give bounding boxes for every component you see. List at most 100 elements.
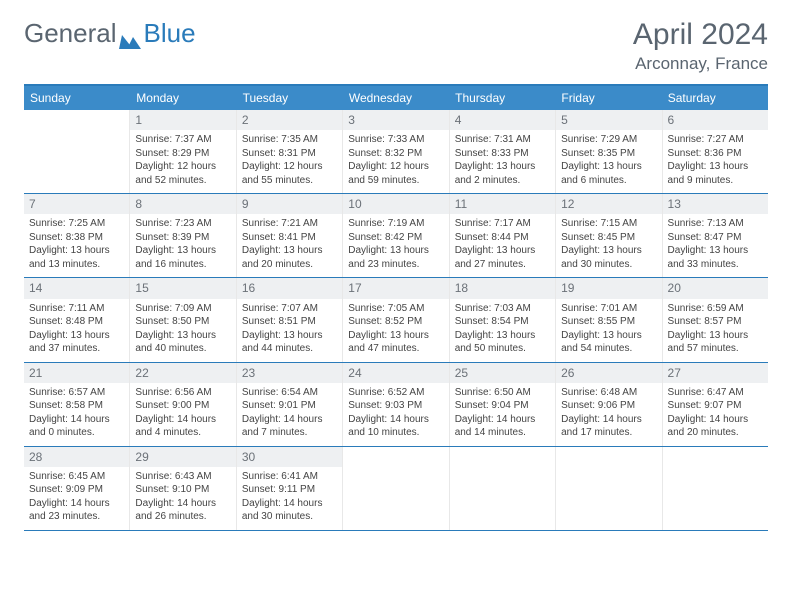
sunrise-text: Sunrise: 7:19 AM <box>348 217 443 231</box>
sunrise-text: Sunrise: 7:31 AM <box>455 133 550 147</box>
sunset-text: Sunset: 8:50 PM <box>135 315 230 329</box>
calendar: SundayMondayTuesdayWednesdayThursdayFrid… <box>24 84 768 531</box>
sunrise-text: Sunrise: 6:52 AM <box>348 386 443 400</box>
sunrise-text: Sunrise: 6:41 AM <box>242 470 337 484</box>
daylight-text: Daylight: 14 hours and 14 minutes. <box>455 413 550 440</box>
day-14: 14Sunrise: 7:11 AMSunset: 8:48 PMDayligh… <box>24 278 130 361</box>
weekday-sunday: Sunday <box>24 86 130 110</box>
day-number: 15 <box>130 278 235 298</box>
day-number: 3 <box>343 110 448 130</box>
daylight-text: Daylight: 13 hours and 2 minutes. <box>455 160 550 187</box>
month-title: April 2024 <box>633 18 768 52</box>
week-row: 21Sunrise: 6:57 AMSunset: 8:58 PMDayligh… <box>24 363 768 447</box>
day-number: 6 <box>663 110 768 130</box>
day-number: 16 <box>237 278 342 298</box>
sunset-text: Sunset: 8:39 PM <box>135 231 230 245</box>
sunset-text: Sunset: 9:00 PM <box>135 399 230 413</box>
day-22: 22Sunrise: 6:56 AMSunset: 9:00 PMDayligh… <box>130 363 236 446</box>
day-5: 5Sunrise: 7:29 AMSunset: 8:35 PMDaylight… <box>556 110 662 193</box>
sunrise-text: Sunrise: 6:54 AM <box>242 386 337 400</box>
sunrise-text: Sunrise: 6:47 AM <box>668 386 763 400</box>
day-number: 8 <box>130 194 235 214</box>
day-3: 3Sunrise: 7:33 AMSunset: 8:32 PMDaylight… <box>343 110 449 193</box>
day-1: 1Sunrise: 7:37 AMSunset: 8:29 PMDaylight… <box>130 110 236 193</box>
sunset-text: Sunset: 8:35 PM <box>561 147 656 161</box>
sunset-text: Sunset: 8:33 PM <box>455 147 550 161</box>
day-empty <box>24 110 130 193</box>
day-number: 27 <box>663 363 768 383</box>
week-row: 7Sunrise: 7:25 AMSunset: 8:38 PMDaylight… <box>24 194 768 278</box>
day-empty <box>450 447 556 530</box>
day-empty <box>556 447 662 530</box>
title-block: April 2024 Arconnay, France <box>633 18 768 74</box>
sunrise-text: Sunrise: 7:29 AM <box>561 133 656 147</box>
logo-triangle-icon <box>119 25 141 43</box>
weekday-row: SundayMondayTuesdayWednesdayThursdayFrid… <box>24 86 768 110</box>
day-13: 13Sunrise: 7:13 AMSunset: 8:47 PMDayligh… <box>663 194 768 277</box>
day-number: 2 <box>237 110 342 130</box>
location: Arconnay, France <box>633 54 768 74</box>
sunset-text: Sunset: 8:45 PM <box>561 231 656 245</box>
sunrise-text: Sunrise: 6:43 AM <box>135 470 230 484</box>
sunrise-text: Sunrise: 6:57 AM <box>29 386 124 400</box>
day-27: 27Sunrise: 6:47 AMSunset: 9:07 PMDayligh… <box>663 363 768 446</box>
day-18: 18Sunrise: 7:03 AMSunset: 8:54 PMDayligh… <box>450 278 556 361</box>
sunset-text: Sunset: 8:58 PM <box>29 399 124 413</box>
daylight-text: Daylight: 14 hours and 20 minutes. <box>668 413 763 440</box>
sunset-text: Sunset: 9:04 PM <box>455 399 550 413</box>
daylight-text: Daylight: 12 hours and 59 minutes. <box>348 160 443 187</box>
weekday-wednesday: Wednesday <box>343 86 449 110</box>
day-empty <box>343 447 449 530</box>
daylight-text: Daylight: 14 hours and 26 minutes. <box>135 497 230 524</box>
day-8: 8Sunrise: 7:23 AMSunset: 8:39 PMDaylight… <box>130 194 236 277</box>
day-number: 12 <box>556 194 661 214</box>
day-number: 18 <box>450 278 555 298</box>
weekday-monday: Monday <box>130 86 236 110</box>
sunset-text: Sunset: 9:06 PM <box>561 399 656 413</box>
logo-text-general: General <box>24 18 117 49</box>
day-2: 2Sunrise: 7:35 AMSunset: 8:31 PMDaylight… <box>237 110 343 193</box>
daylight-text: Daylight: 13 hours and 27 minutes. <box>455 244 550 271</box>
header: General Blue April 2024 Arconnay, France <box>24 18 768 74</box>
weekday-thursday: Thursday <box>449 86 555 110</box>
sunrise-text: Sunrise: 7:13 AM <box>668 217 763 231</box>
daylight-text: Daylight: 12 hours and 52 minutes. <box>135 160 230 187</box>
daylight-text: Daylight: 13 hours and 40 minutes. <box>135 329 230 356</box>
day-number: 5 <box>556 110 661 130</box>
daylight-text: Daylight: 13 hours and 30 minutes. <box>561 244 656 271</box>
day-21: 21Sunrise: 6:57 AMSunset: 8:58 PMDayligh… <box>24 363 130 446</box>
day-4: 4Sunrise: 7:31 AMSunset: 8:33 PMDaylight… <box>450 110 556 193</box>
daylight-text: Daylight: 14 hours and 30 minutes. <box>242 497 337 524</box>
daylight-text: Daylight: 13 hours and 9 minutes. <box>668 160 763 187</box>
sunset-text: Sunset: 8:54 PM <box>455 315 550 329</box>
sunrise-text: Sunrise: 6:45 AM <box>29 470 124 484</box>
day-19: 19Sunrise: 7:01 AMSunset: 8:55 PMDayligh… <box>556 278 662 361</box>
daylight-text: Daylight: 13 hours and 47 minutes. <box>348 329 443 356</box>
sunset-text: Sunset: 8:55 PM <box>561 315 656 329</box>
day-10: 10Sunrise: 7:19 AMSunset: 8:42 PMDayligh… <box>343 194 449 277</box>
sunset-text: Sunset: 8:29 PM <box>135 147 230 161</box>
day-9: 9Sunrise: 7:21 AMSunset: 8:41 PMDaylight… <box>237 194 343 277</box>
daylight-text: Daylight: 13 hours and 37 minutes. <box>29 329 124 356</box>
sunrise-text: Sunrise: 7:05 AM <box>348 302 443 316</box>
daylight-text: Daylight: 13 hours and 50 minutes. <box>455 329 550 356</box>
logo-text-blue: Blue <box>144 18 196 49</box>
day-number: 14 <box>24 278 129 298</box>
day-number: 10 <box>343 194 448 214</box>
sunset-text: Sunset: 8:48 PM <box>29 315 124 329</box>
sunrise-text: Sunrise: 6:48 AM <box>561 386 656 400</box>
daylight-text: Daylight: 13 hours and 20 minutes. <box>242 244 337 271</box>
daylight-text: Daylight: 13 hours and 23 minutes. <box>348 244 443 271</box>
day-number: 26 <box>556 363 661 383</box>
daylight-text: Daylight: 14 hours and 0 minutes. <box>29 413 124 440</box>
day-number: 7 <box>24 194 129 214</box>
sunset-text: Sunset: 8:38 PM <box>29 231 124 245</box>
sunrise-text: Sunrise: 7:01 AM <box>561 302 656 316</box>
day-6: 6Sunrise: 7:27 AMSunset: 8:36 PMDaylight… <box>663 110 768 193</box>
sunset-text: Sunset: 8:32 PM <box>348 147 443 161</box>
daylight-text: Daylight: 14 hours and 10 minutes. <box>348 413 443 440</box>
day-number: 30 <box>237 447 342 467</box>
day-24: 24Sunrise: 6:52 AMSunset: 9:03 PMDayligh… <box>343 363 449 446</box>
sunset-text: Sunset: 8:57 PM <box>668 315 763 329</box>
sunrise-text: Sunrise: 7:35 AM <box>242 133 337 147</box>
